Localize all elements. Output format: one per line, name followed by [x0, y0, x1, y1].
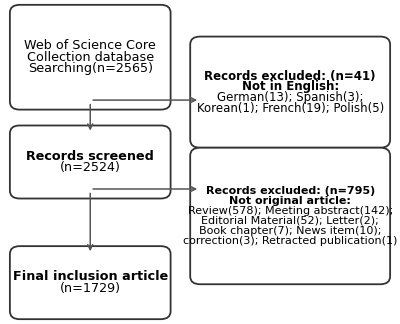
Text: correction(3); Retracted publication(1): correction(3); Retracted publication(1): [183, 236, 397, 246]
Text: Final inclusion article: Final inclusion article: [13, 271, 168, 284]
Text: Not in English:: Not in English:: [242, 80, 339, 93]
FancyBboxPatch shape: [190, 37, 390, 148]
Text: Review(578); Meeting abstract(142);: Review(578); Meeting abstract(142);: [188, 206, 393, 216]
FancyBboxPatch shape: [10, 125, 170, 199]
Text: (n=1729): (n=1729): [60, 282, 121, 295]
Text: German(13); Spanish(3);: German(13); Spanish(3);: [217, 91, 364, 104]
Text: Book chapter(7); News item(10);: Book chapter(7); News item(10);: [199, 226, 381, 236]
Text: (n=2524): (n=2524): [60, 161, 121, 174]
FancyBboxPatch shape: [10, 5, 170, 110]
Text: Not original article:: Not original article:: [229, 196, 351, 206]
Text: Collection database: Collection database: [27, 51, 154, 64]
Text: Korean(1); French(19); Polish(5): Korean(1); French(19); Polish(5): [196, 102, 384, 115]
Text: Records excluded: (n=41): Records excluded: (n=41): [204, 70, 376, 83]
Text: Records screened: Records screened: [26, 150, 154, 163]
FancyBboxPatch shape: [190, 148, 390, 284]
Text: Web of Science Core: Web of Science Core: [24, 39, 156, 52]
Text: Editorial Material(52); Letter(2);: Editorial Material(52); Letter(2);: [201, 216, 379, 226]
FancyBboxPatch shape: [10, 246, 170, 319]
Text: Searching(n=2565): Searching(n=2565): [28, 62, 153, 75]
Text: Records excluded: (n=795): Records excluded: (n=795): [206, 186, 375, 196]
